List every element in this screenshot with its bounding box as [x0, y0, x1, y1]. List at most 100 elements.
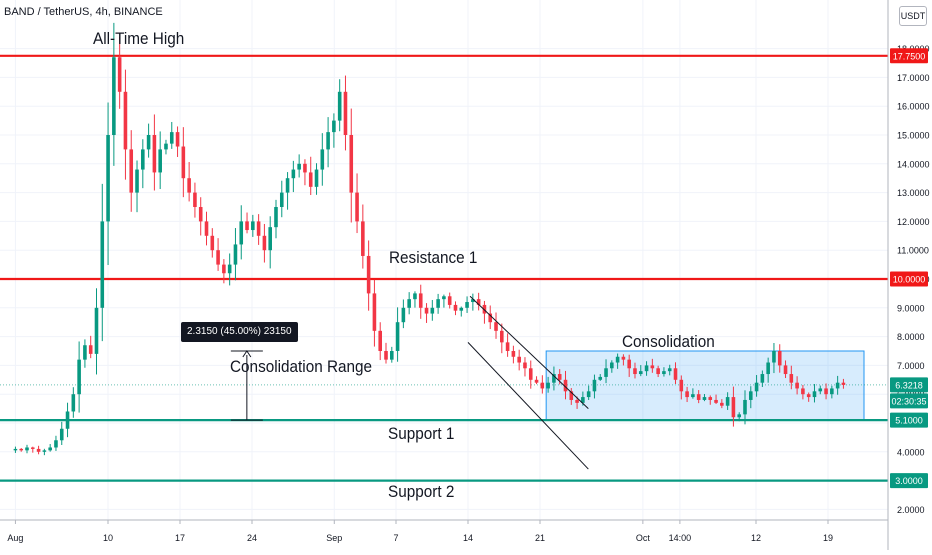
candle-body	[332, 120, 336, 133]
candle-body	[575, 399, 579, 403]
candle-body	[552, 374, 556, 383]
candle-body	[656, 368, 660, 375]
candle-body	[523, 362, 527, 369]
candle-body	[129, 149, 134, 193]
level-badge-bg	[890, 473, 928, 489]
candle-body	[517, 356, 521, 363]
candle-body	[754, 382, 759, 392]
candle-body	[326, 132, 330, 150]
candle-body	[187, 178, 191, 193]
candle-body	[488, 313, 493, 323]
candle-body	[604, 368, 608, 377]
level-badge-bg	[890, 48, 928, 64]
resistance-1-label: Resistance 1	[389, 248, 478, 267]
candle-body	[644, 365, 649, 372]
candle-body	[106, 135, 110, 222]
price-badges: 17.7500 10.0000 5.1000 3.0000 6.3218 02:30:35	[890, 48, 928, 489]
candle-body	[691, 394, 695, 398]
candle-body	[540, 382, 545, 389]
candle-body	[459, 307, 464, 311]
drawings	[230, 295, 589, 470]
y-tick-label: 15.0000	[897, 131, 930, 141]
candle-body	[725, 397, 730, 406]
countdown-badge-bg	[890, 393, 928, 409]
candle-body	[100, 221, 105, 308]
y-tick-label: 2.0000	[897, 505, 925, 515]
channel-lower-line	[467, 342, 589, 470]
candle-body	[216, 250, 220, 265]
candle-body	[528, 368, 533, 380]
candle-body	[835, 382, 840, 389]
candle-body	[355, 192, 359, 222]
candle-body	[77, 359, 81, 395]
x-tick-label: 24	[247, 533, 257, 543]
candle-body	[824, 388, 828, 395]
candle-body	[806, 394, 811, 398]
candle-body	[181, 146, 186, 179]
candle-body	[389, 351, 394, 360]
candle-body	[621, 356, 626, 360]
candle-body	[152, 135, 157, 173]
candle-body	[766, 362, 770, 375]
candle-body	[500, 330, 504, 343]
candle-body	[737, 414, 741, 418]
candle-body	[471, 299, 475, 303]
level-badge: 3.0000	[895, 476, 923, 486]
consolidation-range-label: Consolidation Range	[230, 357, 373, 376]
candle-body	[297, 163, 301, 170]
candle-body	[94, 307, 99, 354]
candle-body	[401, 307, 406, 323]
channel-upper-line	[469, 295, 589, 409]
candle-body	[708, 397, 713, 400]
candle-body	[673, 368, 678, 380]
support-1-label: Support 1	[388, 424, 455, 443]
y-tick-label: 8.0000	[897, 332, 925, 342]
candle-body	[592, 379, 597, 392]
candle-body	[598, 376, 603, 380]
candle-body	[615, 356, 620, 363]
candle-body	[714, 399, 718, 403]
candle-body	[262, 235, 267, 251]
currency-unit-button[interactable]: USDT	[899, 6, 927, 26]
candle-body	[291, 169, 296, 179]
candle-body	[586, 391, 591, 398]
x-tick-label: 14	[463, 533, 473, 543]
candle-body	[667, 368, 672, 372]
candle-body	[13, 448, 18, 451]
candle-body	[135, 169, 139, 193]
candle-body	[274, 207, 278, 228]
all-time-high-label: All-Time High	[93, 29, 185, 48]
candle-body	[303, 163, 307, 173]
candle-body	[662, 371, 666, 375]
level-lines	[0, 54, 888, 482]
y-tick-label: 14.0000	[897, 159, 930, 169]
candle-body	[581, 397, 585, 403]
candle-body	[447, 296, 452, 305]
candles	[13, 22, 846, 456]
candle-body	[320, 149, 325, 170]
x-tick-label: 7	[393, 533, 398, 543]
candle-body	[476, 299, 481, 305]
candle-body	[638, 371, 643, 375]
candle-body	[453, 304, 458, 311]
candle-body	[841, 382, 846, 385]
x-tick-label: 19	[823, 533, 833, 543]
y-tick-label: 12.0000	[897, 217, 930, 227]
candle-body	[349, 135, 354, 193]
candle-body	[795, 382, 799, 389]
grid	[0, 0, 888, 520]
level-badge-bg	[890, 412, 928, 428]
candle-body	[395, 322, 400, 351]
candle-body	[789, 374, 794, 383]
time-axis[interactable]: Aug 10 17 24 Sep 7 14 21 Oct 14:00 12 19	[0, 519, 888, 543]
candle-body	[557, 374, 562, 380]
candle-body	[772, 351, 776, 363]
candle-body	[511, 351, 516, 357]
x-tick-label: 21	[535, 533, 545, 543]
candle-body	[372, 293, 377, 331]
candle-body	[482, 304, 487, 314]
candle-body	[239, 221, 244, 245]
x-tick-label: Aug	[7, 533, 23, 543]
